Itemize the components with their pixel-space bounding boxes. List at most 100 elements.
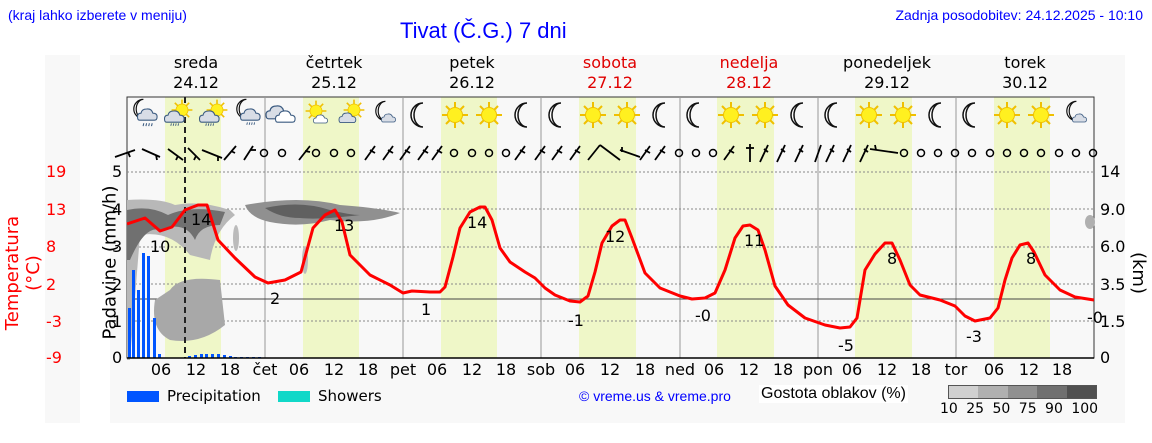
svg-text:2: 2 <box>270 289 280 308</box>
credit-link[interactable]: © vreme.us & vreme.pro <box>579 388 731 404</box>
moon-icon <box>686 102 700 128</box>
temperature-axis-title: Temperatura (°C) <box>2 215 44 331</box>
x-tick: 12 <box>323 360 345 379</box>
cloud-density-area <box>127 199 1095 360</box>
x-tick: 18 <box>634 360 656 379</box>
svg-text:8: 8 <box>887 249 897 268</box>
x-tick: 18 <box>495 360 517 379</box>
day-label-wed: sreda 24.12 <box>173 53 219 92</box>
x-tick: 06 <box>150 360 172 379</box>
day-label-tue: torek 30.12 <box>1002 53 1048 92</box>
cloud-tick: 1.5 <box>1100 312 1126 331</box>
temp-tick: -9 <box>46 348 62 367</box>
page-title: Tivat (Č.G.) 7 dni <box>400 18 567 43</box>
precip-tick: 2 <box>112 275 123 294</box>
cloud-density-title: Gostota oblakov (%) <box>759 385 908 403</box>
x-tick: 06 <box>983 360 1005 379</box>
svg-text:1: 1 <box>421 300 431 319</box>
moon-icon <box>962 102 976 128</box>
last-update-text: Zadnja posodobitev: 24.12.2025 - 10:10 <box>895 7 1143 23</box>
x-tick: 12 <box>876 360 898 379</box>
x-tick: čet <box>252 360 278 379</box>
day-label-thu: četrtek 25.12 <box>305 53 363 92</box>
x-tick: 06 <box>564 360 586 379</box>
x-tick: 12 <box>1018 360 1040 379</box>
day-label-mon: ponedeljek 29.12 <box>843 53 931 92</box>
moon-icon <box>514 102 528 128</box>
precip-tick: 4 <box>112 200 123 219</box>
cloud-tick: 6.0 <box>1100 237 1126 256</box>
temperature-line <box>126 203 1095 330</box>
moon-cloud-icon <box>1066 100 1087 123</box>
cloud-tick: 3.5 <box>1100 275 1126 294</box>
cloud-tick: 14 <box>1100 162 1121 181</box>
day-label-fri: petek 26.12 <box>449 53 495 92</box>
svg-text:14: 14 <box>467 213 487 232</box>
x-tick: 18 <box>910 360 932 379</box>
temp-tick: 8 <box>46 237 57 256</box>
svg-text:-0: -0 <box>695 306 711 325</box>
precip-tick: 1 <box>112 312 123 331</box>
svg-text:-3: -3 <box>966 327 982 346</box>
precipitation-swatch <box>127 390 159 402</box>
moon-icon <box>824 102 838 128</box>
temp-tick: -3 <box>46 312 62 331</box>
cloud-density-scale <box>948 385 1097 399</box>
x-tick: 12 <box>599 360 621 379</box>
temperature-axis-panel <box>45 55 80 423</box>
svg-text:14: 14 <box>191 210 211 229</box>
x-tick: pon <box>802 360 834 379</box>
day-label-sat: sobota 27.12 <box>582 53 638 92</box>
x-tick: sob <box>526 360 556 379</box>
x-tick: 18 <box>219 360 241 379</box>
legend-precipitation: Precipitation <box>127 387 261 405</box>
x-tick: 06 <box>841 360 863 379</box>
precip-tick: 5 <box>112 162 123 181</box>
day-label-sun: nedelja 28.12 <box>719 53 779 92</box>
temp-tick: 19 <box>46 162 67 181</box>
temp-label: 10 <box>150 237 170 256</box>
svg-text:-1: -1 <box>568 311 584 330</box>
cloud-height-axis-title: Višina oblakov (km) <box>1128 208 1152 338</box>
moon-cloud-icon <box>375 100 396 123</box>
moon-icon <box>928 102 942 128</box>
precip-tick: 0 <box>112 348 123 367</box>
cloud-tick: 0 <box>1100 348 1111 367</box>
svg-text:13: 13 <box>334 216 354 235</box>
daylight-bands <box>165 97 1050 358</box>
svg-text:8: 8 <box>1026 249 1036 268</box>
x-tick: 12 <box>185 360 207 379</box>
moon-icon <box>410 102 424 128</box>
svg-text:12: 12 <box>605 227 625 246</box>
moon-cloud-rain-icon <box>236 98 261 126</box>
svg-text:-0: -0 <box>1087 308 1103 327</box>
x-tick: pet <box>389 360 417 379</box>
precip-tick: 3 <box>112 237 123 256</box>
cloud-tick: 9.0 <box>1100 200 1126 219</box>
moon-icon <box>548 102 562 128</box>
x-tick: 18 <box>772 360 794 379</box>
legend-showers: Showers <box>278 387 382 405</box>
cloud-icon <box>265 105 296 123</box>
moon-icon <box>790 102 804 128</box>
temp-tick: 2 <box>46 275 57 294</box>
x-tick: ned <box>664 360 696 379</box>
x-tick: 18 <box>357 360 379 379</box>
x-tick: tor <box>944 360 968 379</box>
svg-text:11: 11 <box>744 231 764 250</box>
x-tick: 06 <box>288 360 310 379</box>
x-tick: 06 <box>703 360 725 379</box>
svg-text:-5: -5 <box>838 336 854 355</box>
moon-cloud-rain-icon <box>133 98 158 127</box>
temp-tick: 13 <box>46 200 67 219</box>
wind-barb-row <box>114 144 899 163</box>
x-tick: 18 <box>1051 360 1073 379</box>
location-hint-link[interactable]: (kraj lahko izberete v meniju) <box>8 7 187 23</box>
showers-swatch <box>278 390 310 402</box>
cloud-density-labels: 10 25 50 75 90 100 <box>940 401 1099 417</box>
moon-icon <box>652 102 666 128</box>
x-tick: 06 <box>426 360 448 379</box>
x-tick: 12 <box>461 360 483 379</box>
x-tick: 12 <box>738 360 760 379</box>
